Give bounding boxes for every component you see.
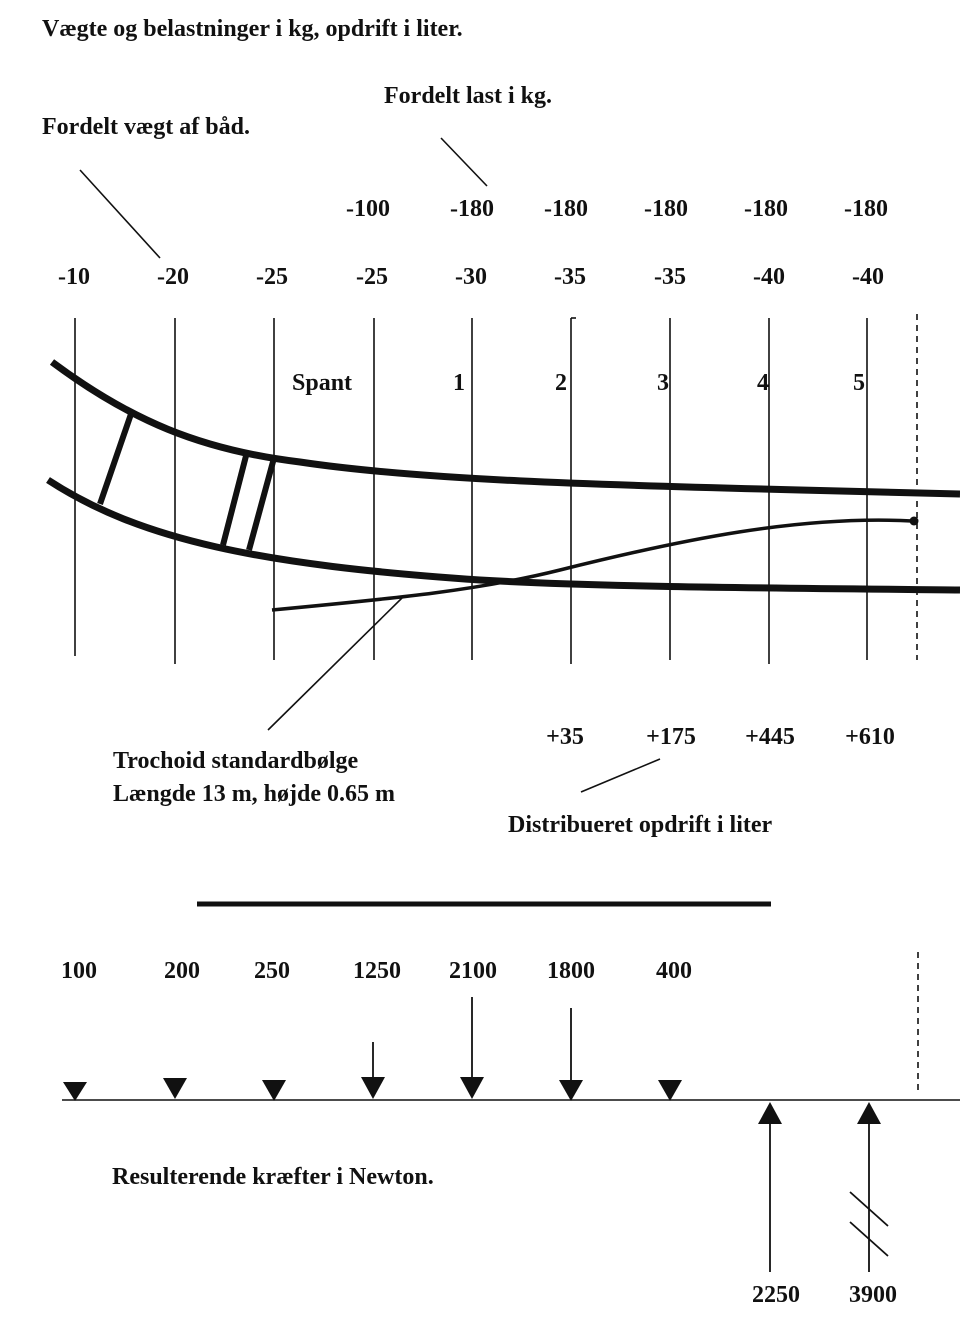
distributed-boat-weight-label: Fordelt vægt af båd. [42, 114, 250, 140]
wave-end-dot [909, 516, 919, 526]
weight-value: -10 [58, 264, 90, 290]
weight-value: -40 [852, 264, 884, 290]
down-force-arrows [63, 997, 682, 1101]
frame-number: 2 [555, 370, 567, 396]
down-force-value: 1800 [547, 958, 595, 984]
down-force-value: 400 [656, 958, 692, 984]
hull-frame [220, 451, 250, 546]
buoyancy-value: +610 [845, 724, 895, 750]
wave-dimensions-label: Længde 13 m, højde 0.65 m [113, 781, 395, 807]
wave-label-leader [267, 597, 403, 731]
weight-value: -30 [455, 264, 487, 290]
frame-number: 1 [453, 370, 465, 396]
load-label-leader [440, 137, 488, 187]
wave-name-label: Trochoid standardbølge [113, 748, 359, 774]
hull-frame [246, 457, 277, 551]
buoyancy-value: +445 [745, 724, 795, 750]
load-value: -180 [544, 196, 588, 222]
trochoid-wave [271, 518, 913, 612]
frame-number: 5 [853, 370, 865, 396]
axis-break-mark [849, 1221, 889, 1257]
down-arrow [163, 1078, 187, 1099]
down-force-value: 2100 [449, 958, 497, 984]
down-arrow [460, 1077, 484, 1099]
weight-label-leader [79, 169, 161, 259]
down-arrow [658, 1080, 682, 1101]
hull-deck-line [49, 359, 960, 498]
up-force-value: 3900 [849, 1282, 897, 1308]
down-arrow [361, 1077, 385, 1099]
buoyancy-value: +175 [646, 724, 696, 750]
weight-value: -35 [654, 264, 686, 290]
weight-value: -25 [256, 264, 288, 290]
frame-number: 3 [657, 370, 669, 396]
weight-value: -25 [356, 264, 388, 290]
down-arrow [559, 1080, 583, 1101]
hull-keel-line [46, 477, 960, 594]
down-arrow [63, 1082, 87, 1101]
buoyancy-label: Distribueret opdrift i liter [508, 812, 773, 838]
resulting-forces-label: Resulterende kræfter i Newton. [112, 1164, 434, 1190]
down-force-value: 200 [164, 958, 200, 984]
weight-value: -40 [753, 264, 785, 290]
load-value: -180 [744, 196, 788, 222]
down-arrow [262, 1080, 286, 1101]
buoyancy-value: +35 [546, 724, 584, 750]
down-force-value: 1250 [353, 958, 401, 984]
distributed-load-label: Fordelt last i kg. [384, 83, 552, 109]
frame-label: Spant [292, 370, 352, 396]
diagram-title: Vægte og belastninger i kg, opdrift i li… [42, 16, 463, 42]
load-value: -180 [450, 196, 494, 222]
weight-value: -20 [157, 264, 189, 290]
up-arrow [857, 1102, 881, 1124]
load-value: -180 [844, 196, 888, 222]
buoyancy-label-leader [580, 758, 661, 793]
hull-frame [97, 413, 134, 505]
down-force-value: 250 [254, 958, 290, 984]
down-force-value: 100 [61, 958, 97, 984]
up-force-arrows [758, 1102, 889, 1272]
axis-break-mark [849, 1191, 889, 1227]
frame-number: 4 [757, 370, 769, 396]
load-value: -180 [644, 196, 688, 222]
weight-value: -35 [554, 264, 586, 290]
load-value: -100 [346, 196, 390, 222]
up-force-value: 2250 [752, 1282, 800, 1308]
up-arrow [758, 1102, 782, 1124]
